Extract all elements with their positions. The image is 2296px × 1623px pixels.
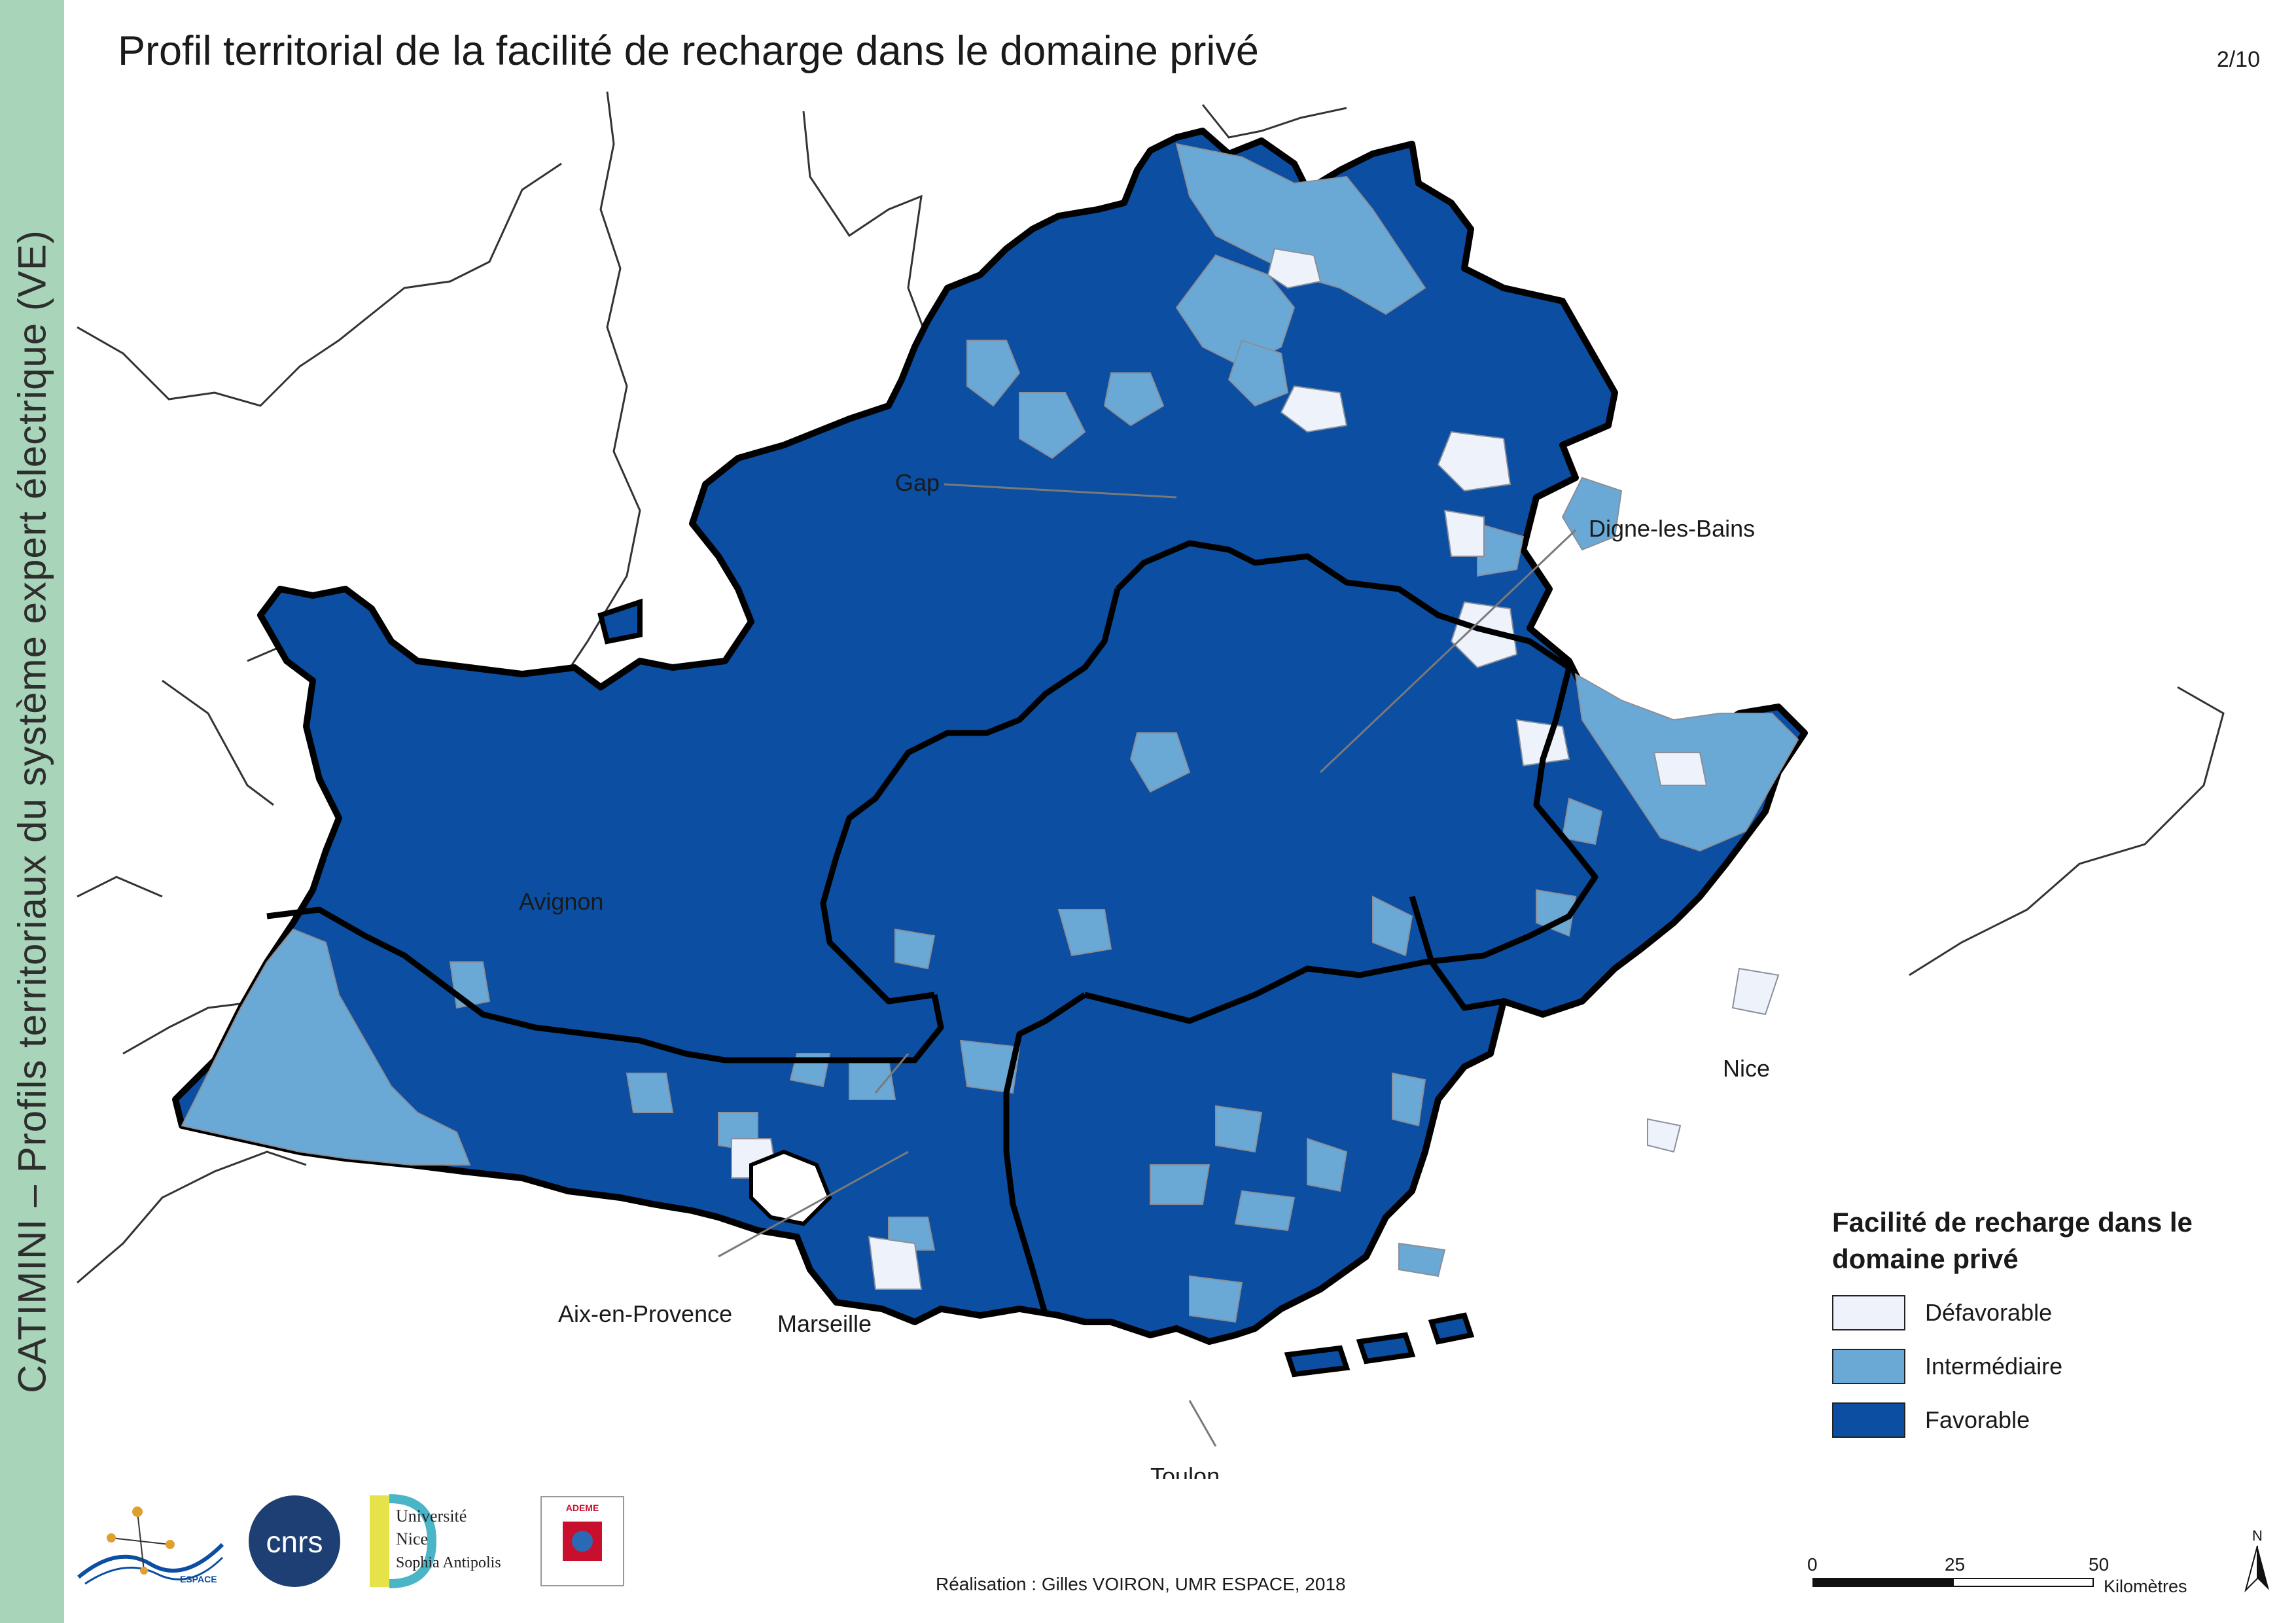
legend-title: Facilité de recharge dans le domaine pri… <box>1832 1207 2193 1274</box>
page-title: Profil territorial de la facilité de rec… <box>118 28 1259 74</box>
zones-intermediaire <box>181 143 1799 1323</box>
cnrs-logo-text: cnrs <box>266 1525 323 1559</box>
sidebar-title: CATIMINI – Profils territoriaux du systè… <box>10 230 54 1393</box>
legend-label: Intermédiaire <box>1925 1353 2063 1380</box>
department-borders <box>266 540 1598 1317</box>
legend-item-defavorable: Défavorable <box>1832 1294 2199 1331</box>
legend-item-intermediaire: Intermédiaire <box>1832 1348 2199 1385</box>
label-toulon: Toulon <box>1150 1463 1220 1479</box>
espace-logo-text: ESPACE <box>180 1574 217 1584</box>
espace-logo: ESPACE <box>77 1507 224 1585</box>
credit: Réalisation : Gilles VOIRON, UMR ESPACE,… <box>936 1574 1346 1594</box>
ademe-logo: ADEME <box>540 1496 624 1586</box>
label-avignon: Avignon <box>519 888 603 915</box>
ademe-logo-text: ADEME <box>566 1503 599 1513</box>
scale-tick-25: 25 <box>1945 1554 1966 1575</box>
label-digne: Digne-les-Bains <box>1589 515 1755 542</box>
city-leader-lines <box>718 483 1577 1447</box>
scale-segment-black <box>1812 1578 1954 1587</box>
page-number: 2/10 <box>2216 47 2260 72</box>
legend-label: Défavorable <box>1925 1299 2053 1326</box>
unice-logo: Université Nice Sophia Antipolis <box>370 1494 501 1588</box>
sidebar: CATIMINI – Profils territoriaux du systè… <box>0 0 64 1623</box>
legend-item-favorable: Favorable <box>1832 1402 2199 1438</box>
unice-line1: Université <box>396 1507 467 1525</box>
label-marseille: Marseille <box>777 1310 872 1337</box>
north-arrow-icon: N <box>2244 1527 2269 1593</box>
region-map: Gap Digne-les-Bains Avignon Nice Aix-en-… <box>77 92 2225 1479</box>
cnrs-logo: cnrs <box>249 1495 340 1587</box>
legend-swatch-favorable <box>1832 1402 1905 1438</box>
islands <box>597 598 1475 1378</box>
map-legend: Facilité de recharge dans le domaine pri… <box>1832 1204 2199 1438</box>
legend-swatch-defavorable <box>1832 1295 1905 1330</box>
unice-line2: Nice <box>396 1529 428 1548</box>
label-gap: Gap <box>895 469 940 496</box>
label-aix: Aix-en-Provence <box>558 1300 732 1327</box>
north-label: N <box>2252 1527 2263 1544</box>
scale-bar: 0 25 50 Kilomètres <box>1807 1554 2192 1596</box>
paca-region <box>172 128 1808 1345</box>
scale-segment-white <box>1952 1578 2094 1587</box>
legend-swatch-intermediaire <box>1832 1349 1905 1384</box>
city-labels: Gap Digne-les-Bains Avignon Nice Aix-en-… <box>519 469 1770 1479</box>
unice-line3: Sophia Antipolis <box>396 1554 501 1571</box>
scale-tick-0: 0 <box>1807 1554 1818 1575</box>
label-nice: Nice <box>1723 1055 1770 1082</box>
legend-label: Favorable <box>1925 1406 2030 1433</box>
scale-tick-50: 50 <box>2089 1554 2110 1575</box>
outside-boundaries <box>77 92 2225 1284</box>
scale-unit: Kilomètres <box>2104 1577 2187 1596</box>
partner-logos: ESPACE cnrs Université Nice Sophia Antip… <box>72 1486 635 1597</box>
